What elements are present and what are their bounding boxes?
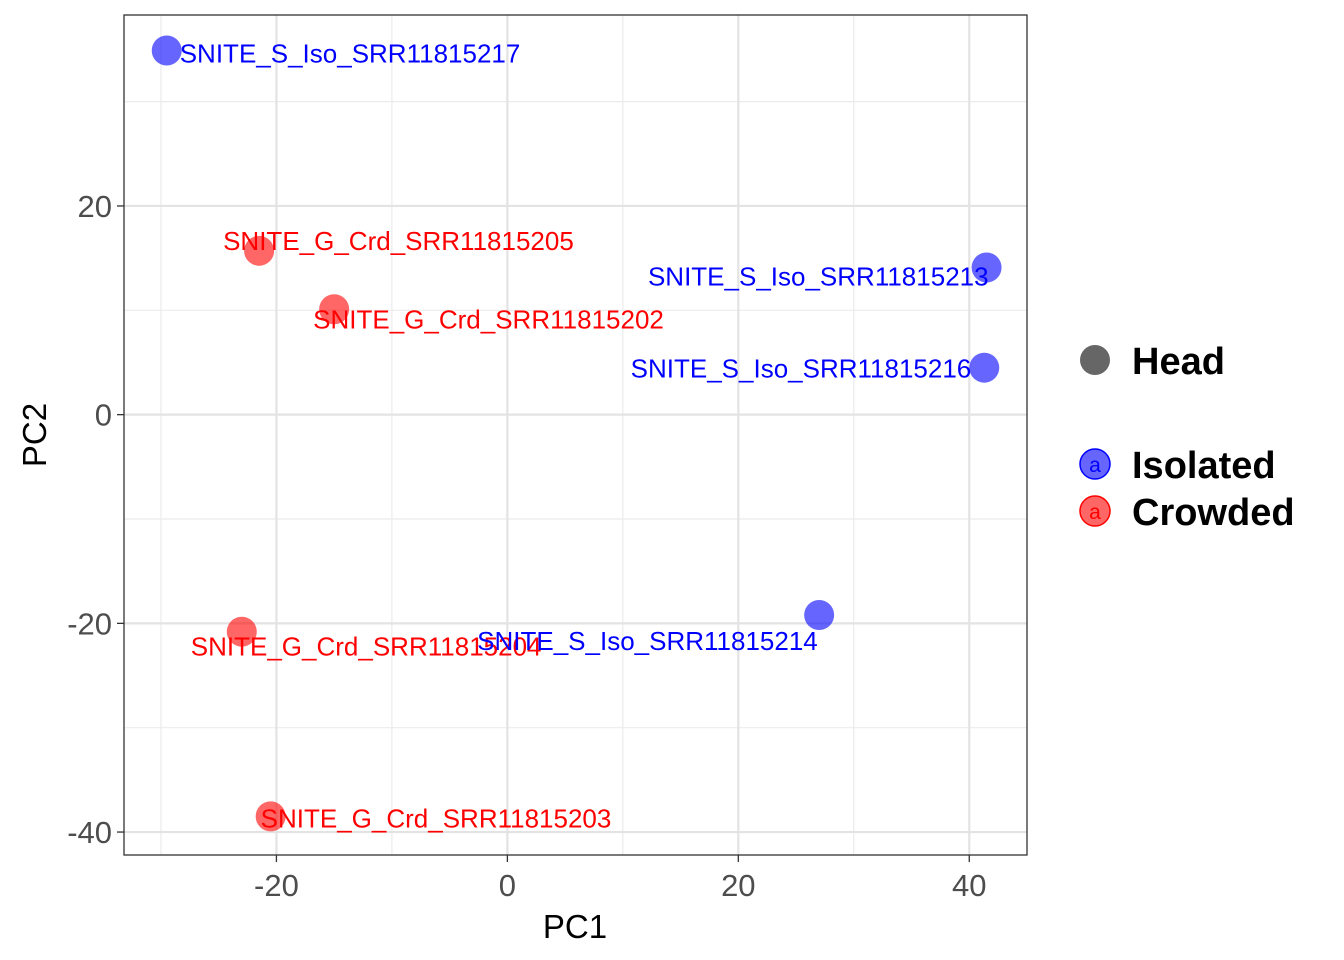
point-label: SNITE_G_Crd_SRR11815204 — [191, 632, 542, 662]
legend-label-head: Head — [1132, 341, 1225, 383]
point-labels: SNITE_S_Iso_SRR11815217 SNITE_G_Crd_SRR11… — [180, 38, 989, 833]
legend-label-crowded: Crowded — [1132, 492, 1295, 534]
x-tick-label: 0 — [499, 868, 516, 903]
major-gridlines — [124, 15, 1027, 855]
legend-key-crowded — [1079, 495, 1111, 527]
y-tick-label: -20 — [67, 606, 112, 641]
minor-gridlines — [124, 15, 1027, 855]
point-label: SNITE_S_Iso_SRR11815214 — [477, 626, 818, 656]
x-axis-title: PC1 — [543, 908, 607, 945]
legend-item-crowded: a Crowded — [1079, 492, 1295, 534]
x-axis: -20 0 20 40 — [254, 855, 987, 903]
point-label: SNITE_S_Iso_SRR11815217 — [180, 38, 521, 68]
data-points — [151, 35, 1002, 832]
data-point — [804, 600, 835, 630]
point-label: SNITE_S_Iso_SRR11815213 — [648, 262, 989, 292]
legend-label-isolated: Isolated — [1132, 445, 1276, 487]
y-axis: -40 -20 0 20 — [67, 189, 124, 850]
data-point — [151, 35, 182, 66]
legend-key-head — [1080, 345, 1110, 375]
plot-panel-border — [123, 14, 1028, 856]
x-tick-label: 20 — [721, 868, 755, 903]
data-point — [244, 235, 275, 266]
data-point — [319, 294, 350, 325]
data-point — [971, 252, 1002, 283]
y-axis-title: PC2 — [16, 403, 53, 467]
legend-key-glyph: a — [1089, 454, 1101, 477]
data-point — [969, 352, 1000, 383]
legend-item-isolated: a Isolated — [1079, 445, 1276, 487]
point-label: SNITE_G_Crd_SRR11815203 — [261, 803, 612, 833]
x-tick-label: 40 — [952, 868, 986, 903]
legend-key-isolated — [1079, 448, 1111, 480]
point-label: SNITE_S_Iso_SRR11815216 — [631, 354, 972, 384]
point-label: SNITE_G_Crd_SRR11815202 — [313, 304, 664, 334]
y-tick-label: 0 — [95, 398, 112, 433]
x-tick-label: -20 — [254, 868, 299, 903]
legend: Head a Isolated a Crowded — [1079, 341, 1295, 534]
y-tick-label: 20 — [78, 189, 112, 224]
data-point — [255, 801, 286, 832]
y-tick-label: -40 — [67, 815, 112, 850]
data-point — [226, 616, 257, 647]
point-label: SNITE_G_Crd_SRR11815205 — [223, 226, 574, 256]
legend-key-glyph: a — [1089, 501, 1101, 524]
